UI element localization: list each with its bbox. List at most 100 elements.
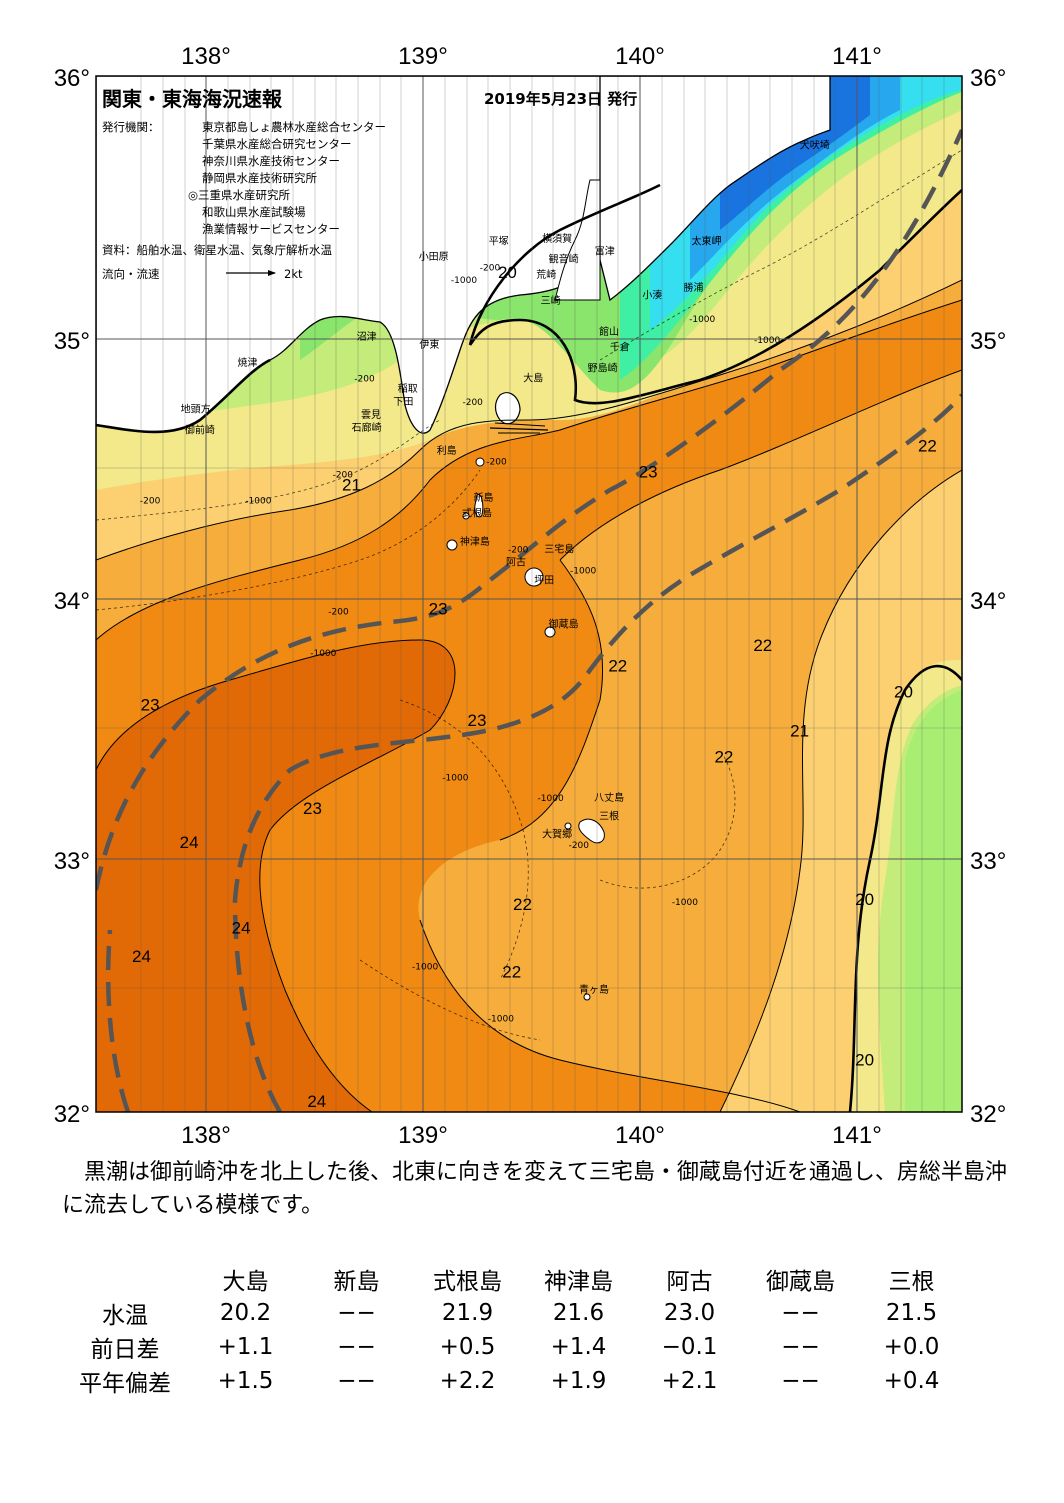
island-niijima-icon bbox=[474, 494, 484, 518]
table-cell: +0.0 bbox=[883, 1334, 940, 1360]
isotherm-label-layer: 20 20 20 20 21 21 22 22 22 22 22 22 23 23 23 23 23 24 24 24… bbox=[132, 263, 937, 1111]
row-label: 前日差 bbox=[90, 1337, 160, 1363]
place-name: 地頭方 bbox=[181, 403, 211, 416]
lon-label-bottom-141: 141° bbox=[832, 1122, 882, 1149]
table-cell: −− bbox=[337, 1368, 376, 1394]
depth-contour-label: -1000 bbox=[570, 566, 596, 576]
place-name: 小湊 bbox=[642, 289, 662, 302]
depth-contour-label: -200 bbox=[140, 496, 161, 506]
issuer-7: 漁業情報サービスセンター bbox=[202, 222, 340, 236]
isotherm-label: 24 bbox=[232, 918, 251, 937]
isotherm-label: 22 bbox=[753, 636, 772, 655]
table-cell: +1.1 bbox=[217, 1334, 274, 1360]
lat-label-right-35: 35° bbox=[970, 328, 1006, 355]
place-name: 沼津 bbox=[357, 330, 377, 343]
issuer-5: ◎三重県水産研究所 bbox=[188, 188, 291, 202]
place-name: 三根 bbox=[599, 809, 619, 822]
lon-label-top-141: 141° bbox=[832, 43, 882, 70]
table-corner bbox=[60, 1262, 190, 1296]
place-name: 新島 bbox=[474, 491, 494, 504]
place-name: 御前崎 bbox=[185, 423, 215, 436]
station-header: 式根島 bbox=[433, 1269, 502, 1295]
table-cell: +1.4 bbox=[550, 1334, 607, 1360]
depth-contour-label: -1000 bbox=[538, 794, 564, 804]
table-cell: +0.5 bbox=[439, 1334, 496, 1360]
isotherm-label: 23 bbox=[141, 696, 160, 715]
issuer-6: 和歌山県水産試験場 bbox=[202, 205, 306, 219]
lat-label-left-35: 35° bbox=[54, 328, 90, 355]
lon-label-bottom-140: 140° bbox=[615, 1122, 665, 1149]
station-header: 大島 bbox=[222, 1269, 269, 1295]
summary-text: 黒潮は御前崎沖を北上した後、北東に向きを変えて三宅島・御蔵島付近を通過し、房総半… bbox=[62, 1156, 1022, 1222]
depth-contour-label: -200 bbox=[480, 263, 501, 273]
table-cell: 20.2 bbox=[219, 1300, 272, 1326]
depth-contour-label: -200 bbox=[462, 398, 483, 408]
current-legend-arrowhead-icon bbox=[268, 270, 276, 276]
isotherm-label: 22 bbox=[502, 962, 521, 981]
current-vector-icon bbox=[489, 427, 549, 431]
place-name: 三宅島 bbox=[544, 543, 574, 556]
axis-labels: 138° 139° 140° 141° 138° 139° 140° 141° … bbox=[54, 43, 1007, 1149]
land-boso bbox=[599, 76, 831, 302]
kuroshio-axis bbox=[96, 129, 962, 1112]
depth-contour-label: -200 bbox=[486, 458, 507, 468]
depth-contour-label: -1000 bbox=[672, 898, 698, 908]
lat-label-left-34: 34° bbox=[54, 588, 90, 615]
lat-label-left-33: 33° bbox=[54, 848, 90, 875]
place-name: 太東岬 bbox=[692, 234, 722, 247]
depth-contour-label: -200 bbox=[354, 375, 375, 385]
graticule-minor bbox=[96, 76, 962, 1112]
place-name: 館山 bbox=[599, 325, 619, 338]
isotherm-label: 24 bbox=[180, 833, 199, 852]
isotherm-label: 24 bbox=[307, 1092, 326, 1111]
depth-label-layer: -200-1000-200-200-1000-1000-200-200 -1000… bbox=[140, 263, 781, 1024]
row-label: 平年偏差 bbox=[79, 1371, 171, 1397]
lon-label-bottom-139: 139° bbox=[398, 1122, 448, 1149]
place-name: 観音崎 bbox=[549, 253, 579, 266]
station-temperature-table: 大島 新島 式根島 神津島 阿古 御蔵島 三根 水温 20.2 −− 21.9 … bbox=[60, 1262, 967, 1398]
island-kozushima-icon bbox=[446, 539, 458, 551]
depth-contour-label: -1000 bbox=[245, 496, 271, 506]
isotherm-label: 23 bbox=[303, 799, 322, 818]
graticule bbox=[96, 76, 962, 1112]
island-hachijojima-icon bbox=[578, 818, 605, 844]
place-name: 三崎 bbox=[541, 294, 561, 307]
land-miura bbox=[554, 179, 601, 301]
place-name: 焼津 bbox=[238, 357, 258, 369]
row-label: 水温 bbox=[102, 1303, 148, 1329]
depth-contour-label: -200 bbox=[508, 546, 529, 556]
isotherm-label: 22 bbox=[714, 747, 733, 766]
table-cell: 21.6 bbox=[552, 1300, 605, 1326]
table-cell: +1.9 bbox=[550, 1368, 607, 1394]
table-cell: −0.1 bbox=[661, 1334, 718, 1360]
table-row: 前日差 +1.1 −− +0.5 +1.4 −0.1 −− +0.0 bbox=[60, 1330, 967, 1364]
station-header: 三根 bbox=[888, 1269, 935, 1295]
island-aogashima-icon bbox=[583, 993, 591, 1001]
place-name: 神津島 bbox=[460, 535, 490, 548]
place-name: 式根島 bbox=[462, 506, 492, 519]
island-shikinejima-icon bbox=[462, 512, 470, 520]
table-cell: 21.9 bbox=[441, 1300, 494, 1326]
issue-date: 2019年5月23日 発行 bbox=[484, 90, 637, 108]
isotherm-label: 21 bbox=[342, 475, 361, 494]
place-name: 坪田 bbox=[534, 574, 554, 587]
depth-contour-label: -1000 bbox=[488, 1014, 514, 1024]
depth-contour-label: -1000 bbox=[451, 276, 477, 286]
current-vector-icon bbox=[494, 422, 546, 427]
place-name: 横須賀 bbox=[542, 232, 572, 245]
station-header: 神津島 bbox=[544, 1269, 613, 1295]
depth-contours bbox=[96, 149, 962, 1041]
lat-label-right-32: 32° bbox=[970, 1101, 1006, 1128]
sea-temperature-map: -200-1000-200-200-1000-1000-200-200 -1000… bbox=[54, 43, 1007, 1149]
station-header: 御蔵島 bbox=[766, 1269, 835, 1295]
isotherm-label: 20 bbox=[855, 1050, 874, 1069]
place-name: 稲取 bbox=[398, 383, 418, 395]
island-oshima-icon bbox=[494, 392, 521, 425]
place-name: 千倉 bbox=[610, 341, 630, 354]
place-name: 青ヶ島 bbox=[579, 983, 609, 996]
place-name: 下田 bbox=[393, 397, 413, 408]
depth-contour-label: -200 bbox=[333, 470, 354, 480]
place-name: 富津 bbox=[595, 245, 615, 258]
lat-label-left-32: 32° bbox=[54, 1101, 90, 1128]
isotherm-label: 21 bbox=[790, 721, 809, 740]
